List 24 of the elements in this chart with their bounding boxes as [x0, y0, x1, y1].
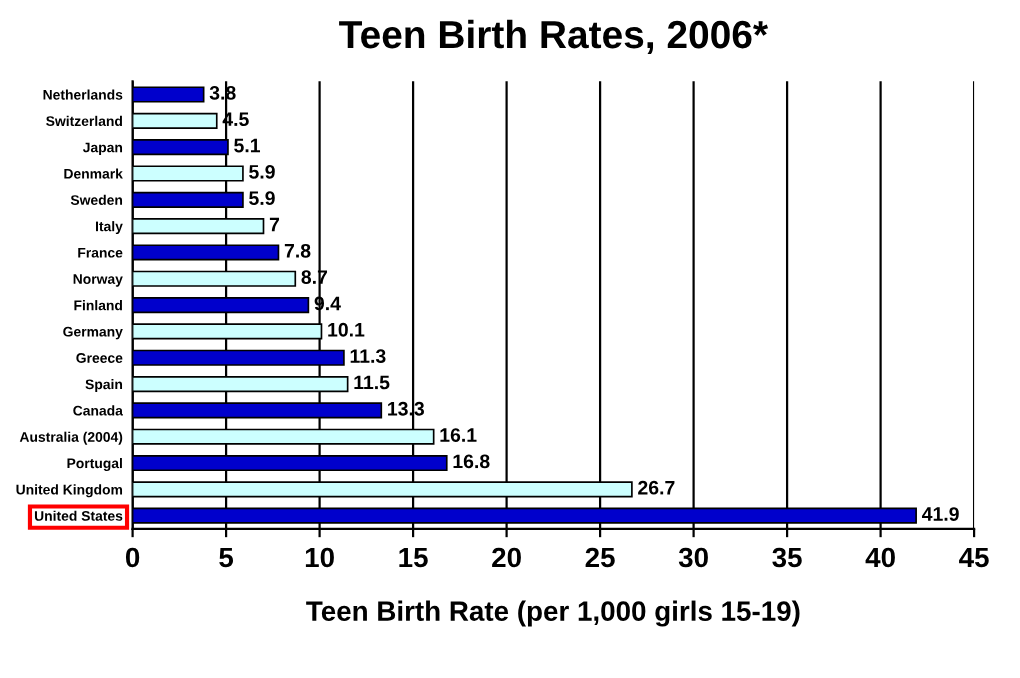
data-label: 7.8: [284, 243, 311, 258]
data-label: 16.8: [453, 454, 490, 469]
x-tick-label: 30: [678, 547, 708, 568]
data-label: 10.1: [328, 322, 365, 337]
x-tick-label: 25: [585, 547, 615, 568]
data-label: 16.1: [440, 428, 477, 442]
data-label: 5.1: [234, 138, 261, 153]
x-tick-label: 35: [772, 547, 802, 568]
data-label: 26.7: [638, 480, 675, 495]
x-tick-label: 20: [492, 547, 521, 568]
data-label: 41.9: [921, 507, 959, 521]
data-label: 5.9: [249, 164, 275, 179]
x-tick-label: 10: [305, 547, 334, 568]
data-label: 7: [269, 217, 280, 232]
x-axis-title: Teen Birth Rate (per 1,000 girls 15-19): [306, 600, 800, 627]
x-tick-label: 40: [865, 547, 895, 568]
x-tick-label: 5: [219, 547, 234, 568]
data-label: 5.9: [249, 191, 275, 206]
x-tick-label: 45: [959, 547, 989, 568]
data-label: 11.5: [354, 375, 390, 390]
x-tick-label: 15: [399, 547, 428, 568]
x-tick-label: 0: [125, 547, 140, 568]
data-label: 11.3: [350, 349, 386, 363]
chart-title: Teen Birth Rates, 2006*: [339, 19, 769, 55]
